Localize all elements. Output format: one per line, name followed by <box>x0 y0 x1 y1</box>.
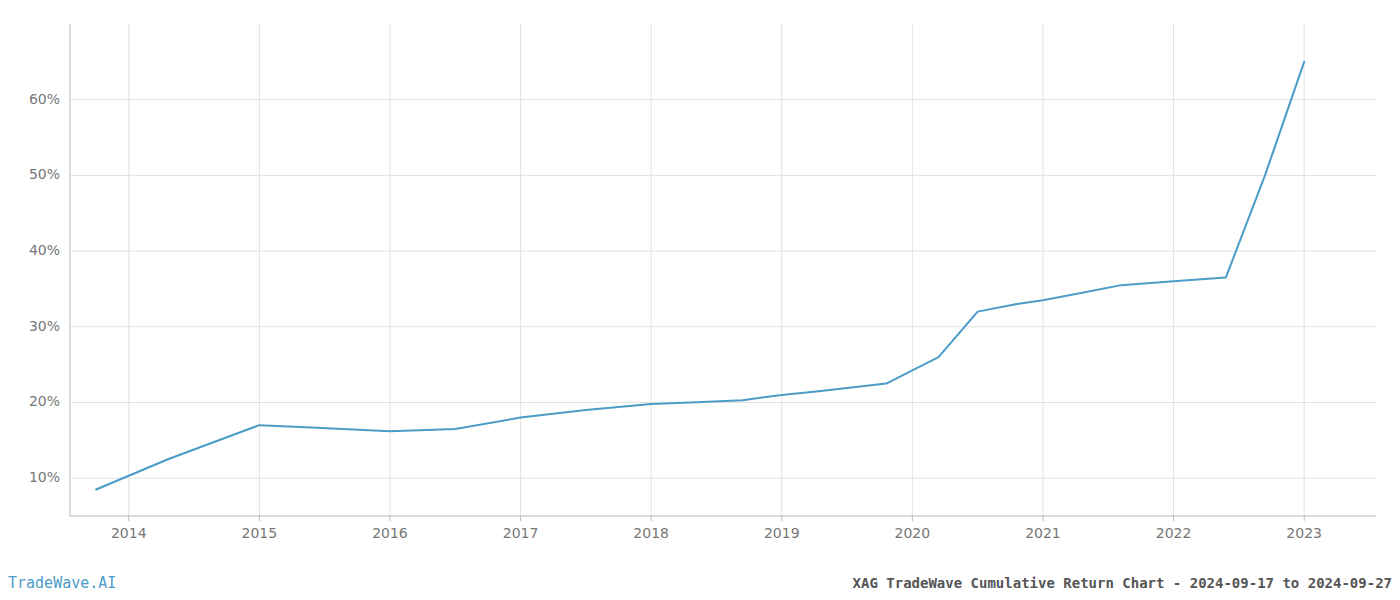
y-tick-label: 20% <box>29 393 60 409</box>
x-grid-line <box>1304 24 1305 516</box>
y-tick-label: 30% <box>29 318 60 334</box>
watermark: TradeWave.AI <box>8 574 116 592</box>
x-tick <box>1042 516 1043 521</box>
axes: 10% 20% 30% 40% 50% 60% 2014 2015 2016 2017 2018 20… <box>29 24 1376 541</box>
x-grid-line <box>781 24 782 516</box>
x-tick <box>520 516 521 521</box>
x-tick-label: 2023 <box>1286 525 1322 541</box>
background <box>0 0 1400 600</box>
x-tick-label: 2022 <box>1156 525 1192 541</box>
x-grid-line <box>1173 24 1174 516</box>
y-grid-line <box>70 402 1376 403</box>
x-tick <box>781 516 782 521</box>
x-tick-label: 2019 <box>764 525 800 541</box>
data <box>96 62 1304 490</box>
footer: TradeWave.AI XAG TradeWave Cumulative Ret… <box>8 574 1392 592</box>
x-tick <box>1304 516 1305 521</box>
x-grid-line <box>520 24 521 516</box>
x-grid-line <box>259 24 260 516</box>
x-tick <box>912 516 913 521</box>
y-axis-line <box>70 24 71 516</box>
x-tick <box>259 516 260 521</box>
x-tick <box>389 516 390 521</box>
x-grid-line <box>1042 24 1043 516</box>
x-tick-label: 2021 <box>1025 525 1061 541</box>
y-tick-label: 50% <box>29 166 60 182</box>
x-grid-line <box>651 24 652 516</box>
y-tick-label: 60% <box>29 91 60 107</box>
y-tick-label: 10% <box>29 469 60 485</box>
return-line <box>96 62 1304 490</box>
x-tick-label: 2018 <box>633 525 669 541</box>
grid <box>70 24 1376 516</box>
x-tick <box>651 516 652 521</box>
x-tick <box>1173 516 1174 521</box>
y-grid-line <box>70 326 1376 327</box>
y-grid-line <box>70 175 1376 176</box>
x-grid-line <box>128 24 129 516</box>
y-grid-line <box>70 99 1376 100</box>
x-tick-label: 2020 <box>895 525 931 541</box>
y-tick-label: 40% <box>29 242 60 258</box>
y-grid-line <box>70 251 1376 252</box>
title: XAG TradeWave Cumulative Return Chart - … <box>853 575 1392 591</box>
x-axis-line <box>70 516 1376 517</box>
x-tick-label: 2017 <box>503 525 539 541</box>
x-tick-label: 2014 <box>111 525 147 541</box>
x-grid-line <box>389 24 390 516</box>
x-tick-label: 2015 <box>242 525 278 541</box>
x-tick-label: 2016 <box>372 525 408 541</box>
x-tick <box>128 516 129 521</box>
y-grid-line <box>70 478 1376 479</box>
chart: 10% 20% 30% 40% 50% 60% 2014 2015 2016 2017 2018 20… <box>0 0 1400 600</box>
x-grid-line <box>912 24 913 516</box>
